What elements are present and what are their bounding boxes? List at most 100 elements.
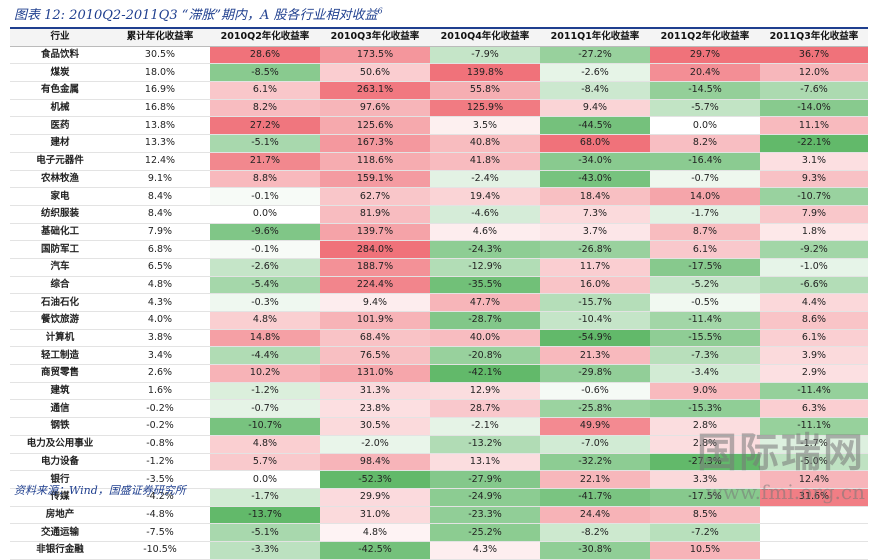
- sector-name: 石油石化: [10, 293, 110, 312]
- table-row: 电力设备 -1.2% 5.7% 98.4% 13.1% -32.2% -27.3% -5.0%: [10, 453, 868, 472]
- col-header-1: 累计年化收益率: [110, 29, 210, 47]
- watermark-logo-text: 国际瑞网: [697, 429, 865, 476]
- table-row: 家电 8.4% -0.1% 62.7% 19.4% 18.4% 14.0% -10.7%: [10, 187, 868, 206]
- quarter-return-cell: 12.0%: [760, 63, 868, 83]
- quarter-return-cell: 284.0%: [320, 240, 430, 259]
- quarter-return-cell: -27.3%: [650, 453, 760, 472]
- cumulative-return-cell: 6.5%: [110, 258, 210, 277]
- quarter-return-cell: 76.5%: [320, 346, 430, 366]
- table-row: 交通运输 -7.5% -5.1% 4.8% -25.2% -8.2% -7.2%: [10, 523, 868, 542]
- quarter-return-cell: -3.3%: [210, 541, 320, 560]
- quarter-return-cell: 10.2%: [210, 364, 320, 383]
- quarter-return-cell: 98.4%: [320, 453, 430, 472]
- quarter-return-cell: -10.4%: [540, 311, 650, 330]
- quarter-return-cell: -7.0%: [540, 435, 650, 454]
- quarter-return-cell: -2.6%: [210, 258, 320, 277]
- table-row: 煤炭 18.0% -8.5% 50.6% 139.8% -2.6% 20.4% 12.0%: [10, 63, 868, 83]
- table-row: 石油石化 4.3% -0.3% 9.4% 47.7% -15.7% -0.5% 4.4%: [10, 293, 868, 312]
- sector-name: 建筑: [10, 382, 110, 401]
- cumulative-return-cell: -7.5%: [110, 523, 210, 542]
- col-header-4: 2010Q4年化收益率: [430, 29, 540, 47]
- quarter-return-cell: 125.6%: [320, 116, 430, 136]
- quarter-return-cell: -5.1%: [210, 523, 320, 542]
- quarter-return-cell: [760, 523, 868, 542]
- quarter-return-cell: 3.1%: [760, 152, 868, 171]
- quarter-return-cell: 4.6%: [430, 223, 540, 242]
- quarter-return-cell: -8.4%: [540, 81, 650, 100]
- sector-name: 建材: [10, 134, 110, 153]
- col-header-2: 2010Q2年化收益率: [210, 29, 320, 47]
- quarter-return-cell: 3.3%: [650, 470, 760, 489]
- quarter-return-cell: 41.8%: [430, 152, 540, 171]
- quarter-return-cell: 9.0%: [650, 382, 760, 401]
- quarter-return-cell: -8.2%: [540, 523, 650, 542]
- quarter-return-cell: -34.0%: [540, 152, 650, 171]
- quarter-return-cell: 9.4%: [540, 99, 650, 118]
- quarter-return-cell: 224.4%: [320, 276, 430, 295]
- quarter-return-cell: 8.2%: [650, 134, 760, 153]
- table-header: 行业 累计年化收益率 2010Q2年化收益率 2010Q3年化收益率 2010Q4年化收…: [10, 29, 868, 47]
- sector-name: 商贸零售: [10, 364, 110, 383]
- quarter-return-cell: 8.8%: [210, 170, 320, 189]
- quarter-return-cell: 28.7%: [430, 399, 540, 419]
- quarter-return-cell: 0.0%: [210, 470, 320, 489]
- sector-name: 钢铁: [10, 417, 110, 436]
- table-row: 钢铁 -0.2% -10.7% 30.5% -2.1% 49.9% 2.8% -11.1%: [10, 417, 868, 436]
- table-row: 医药 13.8% 27.2% 125.6% 3.5% -44.5% 0.0% 11.1%: [10, 116, 868, 136]
- quarter-return-cell: 125.9%: [430, 99, 540, 118]
- cumulative-return-cell: 4.8%: [110, 276, 210, 295]
- sector-name: 房地产: [10, 506, 110, 525]
- sector-name: 有色金属: [10, 81, 110, 100]
- quarter-return-cell: 9.4%: [320, 293, 430, 312]
- quarter-return-cell: -5.1%: [210, 134, 320, 153]
- sector-name: 汽车: [10, 258, 110, 277]
- quarter-return-cell: -52.3%: [320, 470, 430, 489]
- quarter-return-cell: [760, 506, 868, 525]
- cumulative-return-cell: 7.9%: [110, 223, 210, 242]
- quarter-return-cell: -20.8%: [430, 346, 540, 366]
- quarter-return-cell: -22.1%: [760, 134, 868, 153]
- quarter-return-cell: 7.9%: [760, 205, 868, 224]
- quarter-return-cell: 11.7%: [540, 258, 650, 277]
- quarter-return-cell: 21.7%: [210, 152, 320, 171]
- quarter-return-cell: -26.8%: [540, 240, 650, 259]
- quarter-return-cell: 8.7%: [650, 223, 760, 242]
- quarter-return-cell: -0.6%: [540, 382, 650, 401]
- quarter-return-cell: 31.3%: [320, 382, 430, 401]
- quarter-return-cell: -6.6%: [760, 276, 868, 295]
- table-row: 非银行金融 -10.5% -3.3% -42.5% 4.3% -30.8% 10.5%: [10, 541, 868, 560]
- sector-name: 基础化工: [10, 223, 110, 242]
- quarter-return-cell: -14.0%: [760, 99, 868, 118]
- col-header-0: 行业: [10, 29, 110, 47]
- quarter-return-cell: -5.7%: [650, 99, 760, 118]
- quarter-return-cell: 11.1%: [760, 116, 868, 136]
- quarter-return-cell: -0.5%: [650, 293, 760, 312]
- sector-name: 计算机: [10, 329, 110, 348]
- table-row: 银行 -3.5% 0.0% -52.3% -27.9% 22.1% 3.3% 12.4%: [10, 470, 868, 489]
- quarter-return-cell: -2.4%: [430, 170, 540, 189]
- quarter-return-cell: -29.8%: [540, 364, 650, 383]
- quarter-return-cell: 50.6%: [320, 63, 430, 83]
- quarter-return-cell: -24.3%: [430, 240, 540, 259]
- quarter-return-cell: -41.7%: [540, 488, 650, 507]
- quarter-return-cell: 173.5%: [320, 46, 430, 65]
- returns-table: 行业 累计年化收益率 2010Q2年化收益率 2010Q3年化收益率 2010Q4年化收…: [10, 29, 868, 560]
- quarter-return-cell: 6.3%: [760, 399, 868, 419]
- cumulative-return-cell: 12.4%: [110, 152, 210, 171]
- cumulative-return-cell: -0.2%: [110, 399, 210, 419]
- quarter-return-cell: -0.3%: [210, 293, 320, 312]
- col-header-3: 2010Q3年化收益率: [320, 29, 430, 47]
- cumulative-return-cell: 8.4%: [110, 205, 210, 224]
- quarter-return-cell: -32.2%: [540, 453, 650, 472]
- table-row: 有色金属 16.9% 6.1% 263.1% 55.8% -8.4% -14.5% -7.6%: [10, 81, 868, 100]
- sector-name: 餐饮旅游: [10, 311, 110, 330]
- quarter-return-cell: 9.3%: [760, 170, 868, 189]
- quarter-return-cell: -1.7%: [210, 488, 320, 507]
- quarter-return-cell: 159.1%: [320, 170, 430, 189]
- quarter-return-cell: -28.7%: [430, 311, 540, 330]
- quarter-return-cell: 97.6%: [320, 99, 430, 118]
- quarter-return-cell: -2.1%: [430, 417, 540, 436]
- quarter-return-cell: 62.7%: [320, 187, 430, 206]
- cumulative-return-cell: 16.8%: [110, 99, 210, 118]
- quarter-return-cell: -8.5%: [210, 63, 320, 83]
